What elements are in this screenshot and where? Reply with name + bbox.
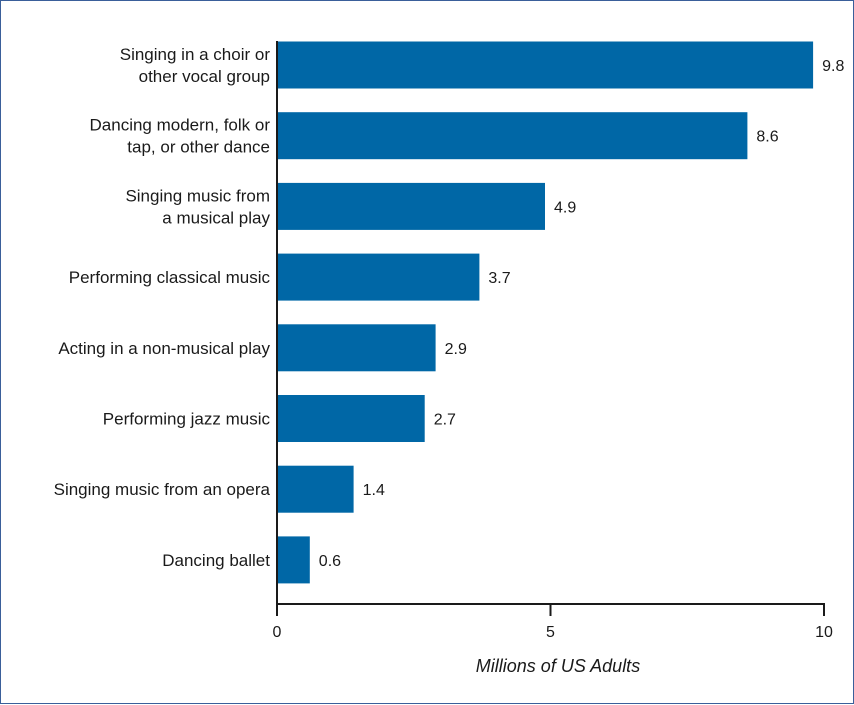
category-label-3: Performing classical music bbox=[69, 268, 271, 287]
category-label-0: Singing in a choir or other vocal group bbox=[120, 45, 271, 86]
bar-4 bbox=[277, 324, 436, 372]
category-label-7: Dancing ballet bbox=[162, 551, 270, 570]
bar-3 bbox=[277, 253, 480, 301]
bar-2 bbox=[277, 182, 545, 230]
category-label-2: Singing music from a musical play bbox=[125, 186, 270, 227]
category-label-line: Singing in a choir or bbox=[120, 45, 271, 64]
category-label-line: Singing music from an opera bbox=[54, 480, 271, 499]
category-label-line: Performing classical music bbox=[69, 268, 271, 287]
bar-7 bbox=[277, 536, 310, 584]
category-label-1: Dancing modern, folk or tap, or other dan… bbox=[90, 116, 271, 157]
value-label-3: 3.7 bbox=[488, 270, 510, 287]
value-label-2: 4.9 bbox=[554, 199, 576, 216]
category-label-line: a musical play bbox=[162, 208, 270, 227]
labels-group: 9.8 Singing in a choir or other vocal grou… bbox=[54, 45, 845, 570]
x-axis-title: Millions of US Adults bbox=[476, 656, 640, 676]
value-label-1: 8.6 bbox=[756, 129, 778, 146]
category-label-line: Dancing modern, folk or bbox=[90, 116, 271, 135]
value-label-0: 9.8 bbox=[822, 58, 844, 75]
category-label-line: other vocal group bbox=[139, 67, 270, 86]
bar-1 bbox=[277, 112, 748, 160]
category-label-5: Performing jazz music bbox=[103, 410, 271, 429]
x-tick-label-0: 0 bbox=[273, 624, 282, 641]
x-tick-label-2: 10 bbox=[815, 624, 833, 641]
x-tick-label-1: 5 bbox=[546, 624, 555, 641]
category-label-line: tap, or other dance bbox=[127, 138, 270, 157]
category-label-line: Performing jazz music bbox=[103, 410, 271, 429]
category-label-4: Acting in a non-musical play bbox=[58, 339, 270, 358]
value-label-7: 0.6 bbox=[319, 553, 341, 570]
category-label-6: Singing music from an opera bbox=[54, 480, 271, 499]
category-label-line: Dancing ballet bbox=[162, 551, 270, 570]
bar-6 bbox=[277, 465, 354, 513]
bar-5 bbox=[277, 395, 425, 442]
value-label-4: 2.9 bbox=[445, 341, 467, 358]
value-label-6: 1.4 bbox=[363, 482, 385, 499]
x-axis: 0 5 10 bbox=[273, 41, 833, 641]
bar-0 bbox=[277, 41, 814, 89]
category-label-line: Acting in a non-musical play bbox=[58, 339, 270, 358]
value-label-5: 2.7 bbox=[434, 412, 456, 429]
bars-group bbox=[277, 41, 814, 584]
category-label-line: Singing music from bbox=[125, 186, 270, 205]
